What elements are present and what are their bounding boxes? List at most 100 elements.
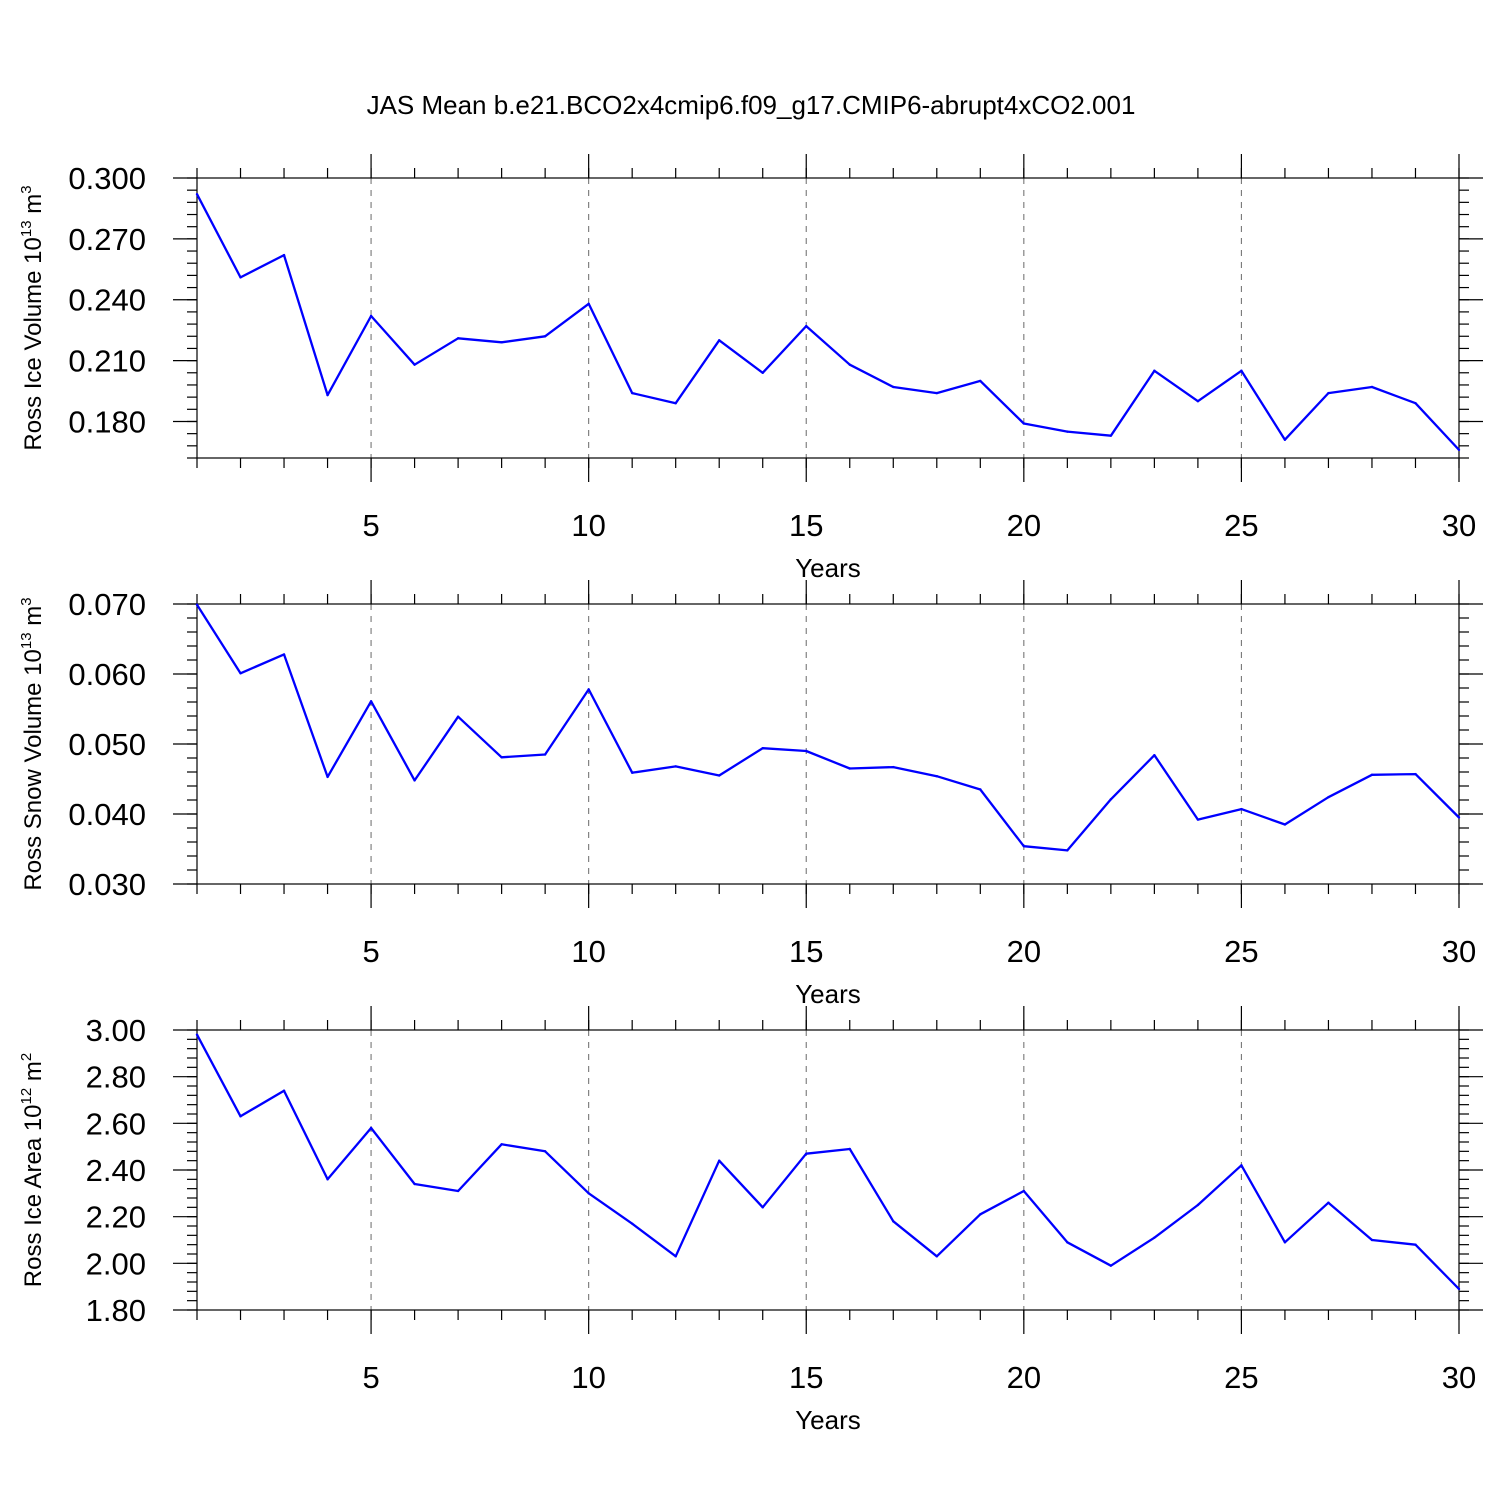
data-point — [326, 775, 329, 779]
x-tick-label: 15 — [789, 934, 823, 969]
data-point — [1022, 845, 1026, 848]
x-tick-label: 15 — [789, 1360, 823, 1395]
data-point — [587, 1192, 590, 1195]
series-line — [195, 1034, 1460, 1290]
x-tick-label: 20 — [1007, 1360, 1041, 1395]
chart-title: JAS Mean b.e21.BCO2x4cmip6.f09_g17.CMIP6… — [367, 90, 1136, 120]
x-tick-label: 30 — [1442, 1360, 1476, 1395]
y-axis-label: Ross Ice Volume 1013 m3 — [18, 185, 47, 450]
data-point — [369, 1126, 373, 1130]
data-point — [1066, 849, 1069, 852]
y-tick-label: 1.80 — [86, 1293, 146, 1328]
data-point — [1414, 402, 1417, 405]
data-point — [456, 1189, 460, 1193]
y-tick-label: 3.00 — [86, 1013, 146, 1048]
data-point — [1109, 1264, 1113, 1267]
data-point — [892, 385, 895, 389]
x-tick-label: 5 — [362, 934, 379, 969]
data-point — [892, 1220, 895, 1223]
data-point — [805, 324, 808, 328]
chart-panel-1: 5 10 15 20 25 30 0.180 0.210 0.240 0.270 0.300 Year… — [18, 154, 1483, 583]
data-point — [1327, 1201, 1330, 1204]
data-point — [935, 391, 938, 395]
data-point — [1153, 369, 1156, 372]
data-point — [195, 603, 199, 606]
x-tick-label: 30 — [1442, 934, 1476, 969]
x-tick-label: 10 — [571, 934, 605, 969]
data-point — [413, 779, 416, 782]
data-point — [761, 1206, 764, 1209]
data-point — [1327, 391, 1330, 395]
y-tick-label: 0.300 — [68, 161, 146, 196]
data-point — [282, 1089, 286, 1092]
data-point — [1240, 1164, 1243, 1167]
data-point — [1240, 807, 1243, 811]
x-tick-label: 25 — [1224, 508, 1258, 543]
y-tick-label: 0.060 — [68, 657, 146, 692]
y-tick-label: 2.60 — [86, 1106, 146, 1141]
x-tick-label: 15 — [789, 508, 823, 543]
data-point — [718, 774, 721, 777]
data-point — [587, 302, 590, 305]
data-point — [979, 379, 982, 383]
data-point — [543, 753, 547, 756]
data-point — [587, 688, 590, 691]
data-point — [1457, 448, 1461, 452]
data-point — [718, 339, 721, 342]
data-point — [761, 371, 764, 374]
y-tick-label: 2.40 — [86, 1153, 146, 1188]
data-point — [1240, 369, 1243, 372]
data-point — [1327, 796, 1330, 799]
data-point — [1414, 772, 1417, 776]
data-point — [674, 1255, 677, 1258]
x-tick-label: 10 — [571, 1360, 605, 1395]
data-point — [369, 314, 373, 318]
y-tick-label: 2.20 — [86, 1200, 146, 1235]
data-point — [848, 1147, 851, 1151]
plot-frame — [196, 1029, 1460, 1311]
x-axis-label: Years — [795, 553, 861, 583]
x-tick-label: 30 — [1442, 508, 1476, 543]
series-line — [196, 604, 1460, 852]
plot-frame — [196, 177, 1460, 459]
data-point — [543, 335, 547, 338]
chart-panel-3: 5 10 15 20 25 30 1.80 2.00 2.20 2.40 2.60 2.80 3.00 Y… — [18, 1006, 1483, 1435]
x-axis-label: Years — [795, 1405, 861, 1435]
data-point — [195, 193, 199, 196]
data-point — [1414, 1243, 1417, 1246]
data-point — [805, 749, 808, 753]
data-point — [1457, 816, 1461, 819]
data-point — [630, 391, 634, 395]
data-point — [500, 341, 503, 344]
x-tick-label: 20 — [1007, 934, 1041, 969]
data-point — [413, 1182, 416, 1186]
data-point — [1022, 422, 1026, 425]
y-axis-label: Ross Ice Area 1012 m2 — [18, 1053, 47, 1287]
data-point — [1283, 1241, 1287, 1244]
data-point — [456, 715, 460, 718]
y-axis-label: Ross Snow Volume 1013 m3 — [18, 597, 47, 890]
data-point — [1066, 430, 1069, 433]
data-point — [1196, 399, 1200, 403]
x-tick-label: 5 — [362, 508, 379, 543]
series-line — [195, 193, 1460, 451]
y-tick-label: 0.030 — [68, 867, 146, 902]
data-point — [979, 1213, 982, 1216]
data-point — [1457, 1287, 1461, 1291]
data-point — [543, 1150, 547, 1153]
data-point — [805, 1152, 808, 1155]
x-tick-label: 25 — [1224, 1360, 1258, 1395]
data-point — [500, 1143, 503, 1146]
data-point — [1283, 438, 1287, 441]
y-tick-label: 0.040 — [68, 797, 146, 832]
data-point — [1109, 434, 1113, 437]
data-point — [1109, 798, 1113, 801]
y-tick-label: 0.180 — [68, 404, 146, 439]
data-point — [239, 1115, 242, 1118]
data-point — [369, 700, 373, 703]
y-tick-label: 0.240 — [68, 283, 146, 318]
y-tick-label: 0.270 — [68, 222, 146, 257]
data-point — [500, 756, 503, 759]
panels: 5 10 15 20 25 30 0.180 0.210 0.240 0.270 0.300 Year… — [18, 154, 1483, 1435]
data-point — [1196, 1203, 1200, 1207]
